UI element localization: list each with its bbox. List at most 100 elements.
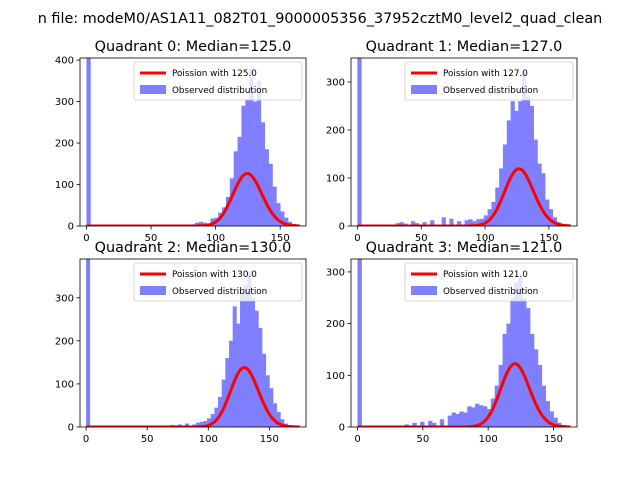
histogram-bar xyxy=(510,297,515,427)
histogram-bar xyxy=(280,211,285,226)
histogram-bar xyxy=(262,353,267,427)
histogram-bar xyxy=(506,323,511,427)
x-tick-label: 50 xyxy=(415,233,428,244)
x-tick-label: 50 xyxy=(141,434,154,445)
histogram-bar xyxy=(264,149,269,226)
histogram-bar xyxy=(210,414,215,427)
x-tick-label: 150 xyxy=(260,434,279,445)
histogram-bar xyxy=(412,422,417,427)
x-tick-label: 150 xyxy=(539,233,558,244)
histogram-bar xyxy=(272,186,277,226)
legend-label-poisson: Poission with 121.0 xyxy=(443,270,528,280)
legend-label-poisson: Poission with 125.0 xyxy=(172,69,257,79)
x-tick-label: 0 xyxy=(83,434,89,445)
panels: 0 50 100 150 0 100 200 300 400 Quadrant 0: Median… xyxy=(55,39,578,445)
panel-0: 0 50 100 150 0 100 200 300 400 Quadrant 0: Median… xyxy=(55,39,307,244)
histogram-bar xyxy=(463,412,468,427)
histogram-bar xyxy=(251,297,256,427)
x-tick-label: 50 xyxy=(416,434,429,445)
histogram-bar xyxy=(199,421,204,427)
histogram-bar xyxy=(506,120,511,226)
histogram-bar xyxy=(260,122,266,226)
histogram-bar xyxy=(276,203,281,226)
legend-label-observed: Observed distribution xyxy=(443,287,538,297)
histogram-bar xyxy=(483,215,489,226)
histogram-bar xyxy=(526,308,531,427)
x-tick-label: 150 xyxy=(271,233,290,244)
histogram-bar xyxy=(269,388,274,427)
panel-1: 0 50 100 150 0 100 200 300 Quadrant 1: Median=12… xyxy=(326,39,578,244)
panel-2: 0 50 100 150 0 100 200 300 Quadrant 2: Median=13… xyxy=(55,240,307,445)
histogram-bar xyxy=(449,218,454,226)
histogram-bar xyxy=(207,418,212,427)
y-tick-label: 400 xyxy=(55,56,74,67)
histogram-bar xyxy=(541,385,547,427)
histogram-bar xyxy=(467,406,472,427)
panel-title: Quadrant 0: Median=125.0 xyxy=(95,39,292,55)
histogram-bar xyxy=(221,379,226,427)
x-tick-label: 100 xyxy=(479,434,498,445)
histogram-bar xyxy=(245,99,250,226)
figure-suptitle: n file: modeM0/AS1A11_082T01_9000005356_… xyxy=(38,11,603,27)
histogram-bar xyxy=(249,68,254,226)
histogram-bar xyxy=(253,101,258,226)
histogram-bar xyxy=(196,422,201,427)
histogram-bar xyxy=(479,405,484,427)
histogram-bar xyxy=(258,327,263,427)
legend-box xyxy=(404,61,574,101)
panel-title: Quadrant 1: Median=127.0 xyxy=(366,39,563,55)
histogram-bar xyxy=(529,333,535,427)
x-tick-label: 50 xyxy=(145,233,158,244)
histogram-bar xyxy=(479,218,485,226)
histogram-bar xyxy=(549,411,554,427)
histogram-bar xyxy=(518,101,523,226)
histogram-bar xyxy=(541,173,546,226)
histogram-bar xyxy=(514,282,519,427)
histogram-bar xyxy=(482,406,488,427)
y-tick-label: 100 xyxy=(55,180,74,191)
histogram-bar xyxy=(533,139,538,226)
histogram-bar xyxy=(357,58,362,226)
histogram-bar xyxy=(548,209,554,226)
histogram-bar xyxy=(225,358,230,427)
x-tick-label: 0 xyxy=(354,233,360,244)
histogram-bar xyxy=(471,407,476,427)
histogram-bar xyxy=(431,422,437,427)
axes-frame xyxy=(79,258,307,428)
histogram-bar xyxy=(422,222,427,226)
histogram-bar xyxy=(441,217,446,226)
axes-frame xyxy=(350,57,578,227)
histogram-bar xyxy=(464,220,469,226)
y-tick-label: 0 xyxy=(339,423,345,434)
panel-title: Quadrant 2: Median=130.0 xyxy=(95,240,292,256)
histogram-bar xyxy=(214,407,219,427)
histogram-bar xyxy=(203,420,208,427)
histogram-bar xyxy=(522,72,527,226)
legend-label-observed: Observed distribution xyxy=(172,86,267,96)
histogram-bar xyxy=(265,375,270,427)
y-tick-label: 300 xyxy=(326,78,345,89)
histogram-bar xyxy=(455,414,460,427)
histogram-bar xyxy=(502,144,508,226)
legend: Poission with 125.0 Observed distribution xyxy=(133,61,303,101)
panel-title: Quadrant 3: Median=121.0 xyxy=(366,240,563,256)
histogram-bar xyxy=(476,219,481,226)
y-tick-label: 0 xyxy=(339,222,345,233)
histogram-bar xyxy=(518,277,523,427)
histogram-bar xyxy=(229,340,234,427)
plot-area xyxy=(357,259,571,427)
histogram-bar xyxy=(537,163,542,226)
histogram-bar xyxy=(522,297,527,427)
legend: Poission with 127.0 Observed distribution xyxy=(404,61,574,101)
histogram-bar xyxy=(468,219,473,226)
legend: Poission with 130.0 Observed distribution xyxy=(133,262,303,302)
x-tick-label: 100 xyxy=(206,233,225,244)
histogram-bar xyxy=(268,163,273,226)
legend: Poission with 121.0 Observed distribution xyxy=(404,262,574,302)
histogram-bar xyxy=(510,101,515,226)
histogram-bar xyxy=(447,415,452,427)
histogram-bar xyxy=(256,80,262,226)
x-tick-label: 0 xyxy=(354,434,360,445)
histogram-bar xyxy=(276,411,281,427)
